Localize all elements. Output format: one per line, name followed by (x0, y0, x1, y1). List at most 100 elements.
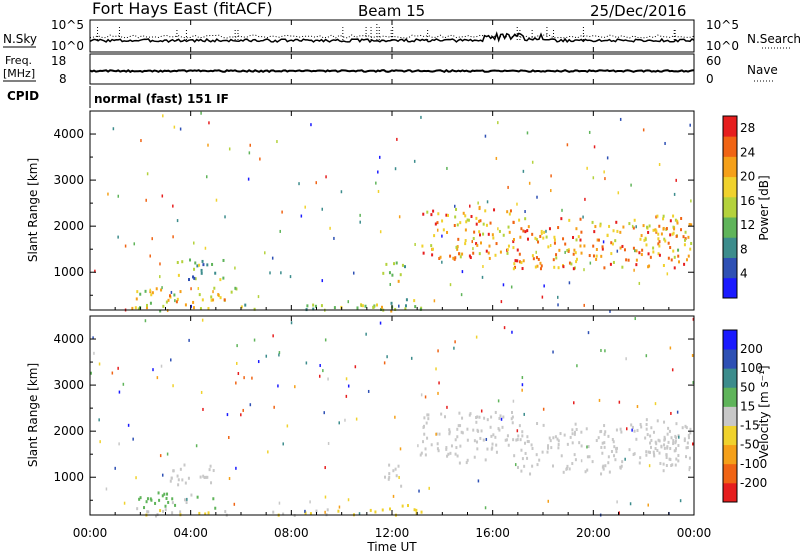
heatmap-cell (127, 423, 130, 427)
heatmap-cell (164, 504, 167, 508)
heatmap-cell (430, 213, 433, 217)
heatmap-cell (458, 461, 461, 465)
heatmap-cell (198, 511, 201, 515)
heatmap-cell (458, 411, 461, 415)
heatmap-cell (454, 215, 457, 219)
heatmap-cell (461, 252, 464, 256)
heatmap-cell (645, 243, 648, 247)
heatmap-cell (240, 305, 243, 309)
heatmap-cell (554, 435, 557, 439)
heatmap-cell (652, 246, 655, 250)
colorbar-tick-label: -50 (740, 438, 760, 452)
heatmap-cell (655, 442, 658, 446)
heatmap-cell (557, 266, 560, 270)
heatmap-cell (553, 235, 556, 239)
heatmap-cell (380, 305, 383, 309)
heatmap-cell (466, 438, 469, 442)
heatmap-cell (649, 441, 652, 445)
heatmap-cell (210, 481, 213, 485)
heatmap-cell (200, 268, 203, 272)
heatmap-cell (583, 303, 585, 307)
heatmap-cell (378, 155, 381, 159)
heatmap-cell (192, 306, 195, 310)
heatmap-cell (276, 140, 278, 144)
heatmap-cell (687, 254, 690, 258)
heatmap-cell (473, 455, 476, 459)
heatmap-cell (392, 494, 395, 498)
heatmap-cell (657, 438, 660, 442)
heatmap-cell (600, 254, 603, 258)
heatmap-cell (636, 405, 639, 409)
heatmap-cell (536, 422, 539, 426)
heatmap-cell (593, 230, 596, 234)
heatmap-cell (486, 200, 489, 204)
heatmap-cell (166, 309, 169, 313)
heatmap-cell (272, 510, 275, 514)
heatmap-cell (683, 262, 686, 266)
heatmap-cell (154, 501, 157, 505)
heatmap-cell (460, 293, 463, 297)
heatmap-cell (479, 436, 482, 440)
colorbar-tick-label: 4 (740, 267, 748, 281)
heatmap-cell (542, 423, 545, 427)
heatmap-cell (489, 425, 492, 429)
frequency-line (89, 68, 695, 73)
heatmap-cell (655, 215, 658, 219)
heatmap-cell (490, 434, 493, 438)
heatmap-cell (649, 255, 652, 259)
heatmap-cell (304, 205, 306, 209)
heatmap-cell (424, 453, 427, 457)
heatmap-cell (654, 440, 657, 444)
heatmap-cell (601, 465, 604, 469)
heatmap-cell (541, 295, 544, 299)
heatmap-cell (321, 207, 324, 211)
heatmap-cell (475, 335, 478, 339)
heatmap-cell (578, 441, 581, 445)
heatmap-cell (688, 466, 691, 470)
heatmap-cell (603, 170, 605, 174)
heatmap-cell (500, 417, 503, 421)
heatmap-cell (419, 307, 422, 311)
heatmap-cell (666, 272, 669, 276)
heatmap-cell (542, 407, 545, 411)
heatmap-cell (575, 427, 578, 431)
heatmap-cell (549, 439, 552, 443)
heatmap-cell (640, 425, 643, 429)
heatmap-cell (600, 445, 603, 449)
heatmap-cell (584, 470, 587, 474)
heatmap-cell (672, 214, 675, 218)
colorbar-swatch (723, 136, 737, 157)
heatmap-cell (377, 170, 379, 174)
heatmap-cell (597, 436, 600, 440)
heatmap-cell (560, 454, 563, 458)
heatmap-cell (635, 249, 638, 253)
power-colorbar: 28 24 20 16 12 8 4 (722, 115, 755, 299)
heatmap-cell (364, 304, 367, 308)
heatmap-cell (689, 427, 692, 431)
heatmap-cell (553, 241, 556, 245)
heatmap-cell (573, 453, 576, 457)
heatmap-cell (627, 258, 630, 262)
heatmap-cell (644, 436, 647, 440)
heatmap-cell (685, 258, 688, 262)
heatmap-cell (491, 446, 494, 450)
heatmap-cell (680, 216, 683, 220)
heatmap-cell (269, 271, 271, 275)
heatmap-cell (669, 246, 672, 250)
heatmap-cell (600, 348, 602, 352)
heatmap-cell (567, 248, 570, 252)
heatmap-cell (136, 290, 139, 294)
heatmap-cell (381, 508, 384, 512)
noise-left-tick-top: 10^5 (51, 18, 84, 32)
heatmap-cell (146, 510, 149, 514)
heatmap-cell (136, 507, 139, 511)
cpid-panel: CPID normal (fast) 151 IF (7, 86, 229, 108)
heatmap-cell (598, 398, 601, 402)
heatmap-cell (485, 437, 488, 441)
heatmap-cell (595, 254, 598, 258)
heatmap-cell (445, 213, 448, 217)
heatmap-cell (418, 489, 420, 493)
heatmap-cell (176, 219, 179, 223)
heatmap-cell (673, 266, 676, 270)
heatmap-cell (507, 443, 510, 447)
